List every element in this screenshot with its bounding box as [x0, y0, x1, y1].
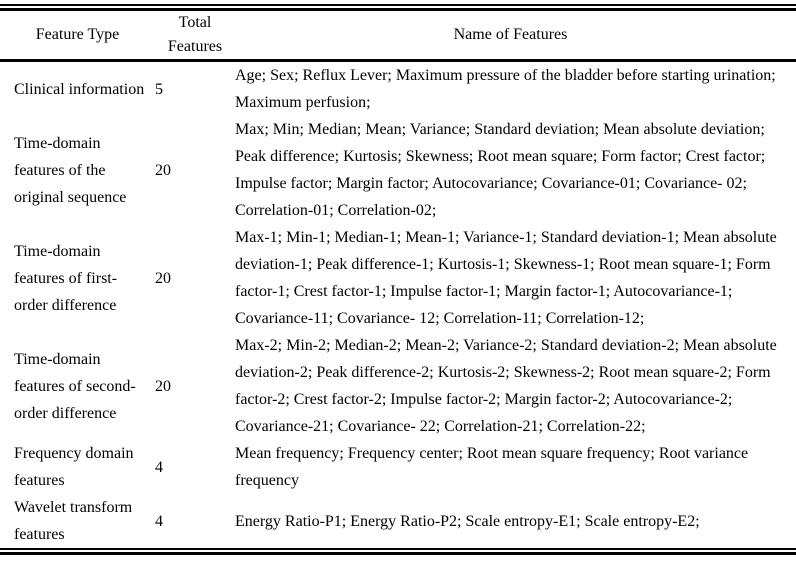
- table-row-frequency-domain: Frequency domain features 4 Mean frequen…: [0, 440, 796, 494]
- header-feature-type: Feature Type: [35, 26, 120, 43]
- cell-total-features: 20: [155, 161, 171, 179]
- cell-total-features: 20: [155, 269, 171, 287]
- cell-feature-names: Age; Sex; Reflux Lever; Maximum pressure…: [235, 67, 776, 111]
- header-total-features: Total Features: [167, 14, 223, 55]
- cell-feature-names: Max-2; Min-2; Median-2; Mean-2; Variance…: [235, 337, 777, 435]
- cell-feature-type: Frequency domain features: [14, 445, 134, 489]
- cell-feature-names: Max-1; Min-1; Median-1; Mean-1; Variance…: [235, 229, 777, 327]
- table-row-time-domain-second-order: Time-domain features of second- order di…: [0, 332, 796, 440]
- header-name-of-features: Name of Features: [453, 26, 568, 43]
- table-top-rule: [0, 4, 796, 11]
- cell-feature-names: Mean frequency; Frequency center; Root m…: [235, 445, 749, 489]
- table-header-row: Feature Type Total Features Name of Feat…: [0, 11, 796, 59]
- cell-feature-type: Time-domain features of second- order di…: [14, 350, 136, 422]
- cell-feature-type: Time-domain features of first- order dif…: [14, 242, 118, 314]
- header-separator-rule: [0, 59, 796, 62]
- cell-feature-names: Energy Ratio-P1; Energy Ratio-P2; Scale …: [235, 512, 700, 530]
- cell-feature-type: Clinical information: [14, 80, 145, 98]
- table-bottom-rule: [0, 548, 796, 555]
- cell-total-features: 4: [155, 512, 163, 530]
- table-row-time-domain-first-order: Time-domain features of first- order dif…: [0, 224, 796, 332]
- table-body: Clinical information 5 Age; Sex; Reflux …: [0, 62, 796, 548]
- cell-feature-names: Max; Min; Median; Mean; Variance; Standa…: [235, 121, 766, 219]
- cell-total-features: 4: [155, 458, 163, 476]
- table-row-time-domain-original: Time-domain features of the original seq…: [0, 116, 796, 224]
- table-row-wavelet-transform: Wavelet transform features 4 Energy Rati…: [0, 494, 796, 548]
- cell-feature-type: Wavelet transform features: [14, 499, 133, 543]
- cell-feature-type: Time-domain features of the original seq…: [14, 134, 127, 206]
- cell-total-features: 20: [155, 377, 171, 395]
- cell-total-features: 5: [155, 80, 163, 98]
- table-row-clinical-information: Clinical information 5 Age; Sex; Reflux …: [0, 62, 796, 116]
